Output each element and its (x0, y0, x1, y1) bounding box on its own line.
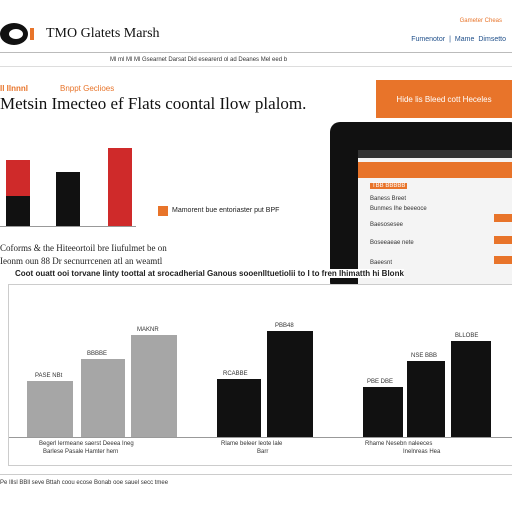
group-label: Begerl lermeane saerst Deeea Ineg (39, 441, 134, 447)
bar-label: PASE NBt (35, 373, 63, 379)
tablet: TBB BBBBB Baness Breet Bunmes Ihe beeeoc… (330, 122, 512, 292)
tablet-banner (358, 162, 512, 178)
bar-label: RCABBE (223, 371, 248, 377)
bar (363, 387, 403, 437)
legend-swatch (158, 206, 168, 216)
logo-text: TMO Glatets Marsh (46, 26, 160, 41)
bar-label: NSE BBB (411, 353, 438, 359)
bar (407, 361, 445, 437)
bar-label: BBBBE (87, 351, 108, 357)
chart-panel: Coot ouatt ooi torvane Iinty toottal at … (8, 269, 512, 466)
tablet-button[interactable] (494, 256, 512, 264)
mini-bar (6, 160, 30, 196)
baseline (0, 226, 136, 227)
tablet-header: TBB BBBBB (370, 183, 408, 189)
tablet-screen: TBB BBBBB Baness Breet Bunmes Ihe beeeoc… (358, 150, 512, 286)
kicker-note: Bnppt Geclioes (60, 84, 115, 93)
tablet-bar (358, 150, 512, 158)
tablet-row: Baeesnt (370, 260, 393, 266)
bar-label: MAKNR (137, 327, 159, 333)
footer: Pe Illsl BBll seve Bttah coou ecose Bona… (0, 480, 169, 486)
mini-bar (56, 172, 80, 226)
bar (267, 331, 313, 437)
paragraph-line: Coforms & the Hiteeortoil bre Iiufulmet … (0, 243, 167, 253)
divider (0, 52, 512, 53)
group-label: Inelnreas Hea (403, 449, 441, 455)
nav-item[interactable]: Dimsetto (478, 36, 506, 43)
divider (0, 66, 512, 67)
paragraph-line: Ieonm oun 88 Dr secnurrcenen atl an weam… (0, 256, 163, 266)
bar-label: PBB48 (275, 323, 294, 329)
kicker: Il Ilnnnl (0, 84, 28, 93)
baseline (9, 437, 512, 438)
logo-icon (0, 23, 34, 45)
top-link[interactable]: Gameter Cheas (459, 18, 502, 24)
mini-chart (0, 128, 136, 228)
divider (0, 474, 512, 475)
group-label: Barlese Pasale Hamter hern (43, 449, 119, 455)
strip: Ml ml Ml Ml Gsearnet Darsat Did esearerd… (110, 57, 288, 63)
nav: Fumenotor | Mame Dimsetto (411, 36, 506, 43)
mini-bar (108, 148, 132, 226)
bar (131, 335, 177, 437)
headline: Metsin Imecteo ef Flats coontal Ilow pla… (0, 94, 307, 113)
tablet-button[interactable] (494, 214, 512, 222)
chart-title: Coot ouatt ooi torvane Iinty toottal at … (15, 269, 404, 278)
bar (27, 381, 73, 437)
bar (81, 359, 125, 437)
tablet-row: Baness Breet (370, 196, 407, 202)
mini-bar (6, 196, 30, 226)
group-label: Barr (257, 449, 269, 455)
nav-item[interactable]: Mame (454, 36, 475, 43)
nav-item[interactable]: Fumenotor (411, 36, 446, 43)
tablet-row: Baesosesee (370, 222, 404, 228)
bar (451, 341, 491, 437)
bar-label: PBE DBE (367, 379, 394, 385)
bar (217, 379, 261, 437)
cta-button[interactable]: Hide lis Bleed cott Heceles (376, 80, 512, 118)
tablet-button[interactable] (494, 236, 512, 244)
tablet-row: Bunmes Ihe beeeoce (370, 206, 427, 212)
bar-label: BLLOBE (455, 333, 479, 339)
tablet-row: Boseeaeae nete (370, 240, 414, 246)
group-label: Rhame Nesebn naleeces (365, 441, 433, 447)
legend-text: Mamorent bue entoriaster put BPF (172, 207, 280, 214)
group-label: Rlame beleer leote lale (221, 441, 283, 447)
